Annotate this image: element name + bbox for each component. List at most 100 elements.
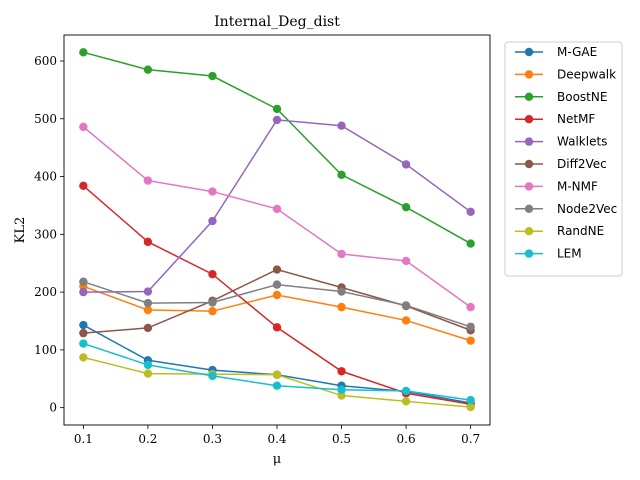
data-point-walklets <box>272 115 282 125</box>
legend-swatch-marker <box>524 47 534 57</box>
x-tick-label: 0.6 <box>397 432 416 446</box>
legend: M-GAE Deepwalk BoostNE NetMF Walklets Diff2Ve… <box>504 41 623 277</box>
data-point-m-gae <box>79 320 88 330</box>
legend-label: Diff2Vec <box>557 157 607 171</box>
data-point-walklets <box>466 207 475 216</box>
legend-label: Node2Vec <box>557 202 617 216</box>
legend-item: RandNE <box>515 224 604 238</box>
series-node2vec <box>79 277 475 331</box>
data-point-lem <box>79 339 88 348</box>
legend-item: BoostNE <box>515 90 607 104</box>
legend-item: Diff2Vec <box>515 157 607 171</box>
legend-swatch-marker <box>524 249 534 258</box>
series-line-boostne <box>83 51 472 245</box>
x-tick-label: 0.1 <box>74 432 93 446</box>
data-point-boostne <box>337 170 346 180</box>
y-axis: 0 100 200 300 400 500 600 <box>34 54 64 415</box>
legend-box <box>504 41 623 277</box>
legend-label: Deepwalk <box>557 67 616 81</box>
data-point-node2vec <box>208 298 217 307</box>
x-tick-label: 0.3 <box>203 432 222 446</box>
y-tick-label: 300 <box>34 227 57 241</box>
legend-item: Deepwalk <box>515 67 616 81</box>
legend-label: M-GAE <box>557 45 597 59</box>
series-deepwalk <box>79 282 475 345</box>
legend-item: NetMF <box>515 112 595 126</box>
data-point-m-nmf <box>79 122 88 132</box>
series-boostne <box>79 48 475 248</box>
legend-swatch-marker <box>524 182 534 191</box>
data-point-netmf <box>208 270 217 279</box>
data-point-walklets <box>401 160 411 169</box>
data-point-randne <box>79 353 88 362</box>
legend-label: RandNE <box>557 224 604 238</box>
data-point-deepwalk <box>337 302 346 312</box>
data-point-deepwalk <box>143 305 153 315</box>
data-point-node2vec <box>272 280 282 289</box>
legend-label: Walklets <box>557 135 607 149</box>
data-point-m-nmf <box>337 249 346 259</box>
x-axis: 0.1 0.2 0.3 0.4 0.5 0.6 0.7 <box>74 425 480 446</box>
legend-swatch-marker <box>524 137 534 146</box>
data-point-boostne <box>208 71 217 81</box>
series-lem <box>79 339 475 405</box>
legend-swatch-marker <box>524 115 534 124</box>
legend-item: Node2Vec <box>515 202 617 216</box>
data-point-netmf <box>143 237 153 247</box>
legend-label: LEM <box>557 247 582 261</box>
data-point-deepwalk <box>208 306 217 316</box>
x-tick-label: 0.7 <box>461 432 480 446</box>
plot-lines <box>79 48 475 412</box>
data-point-lem <box>401 386 411 396</box>
data-point-m-nmf <box>466 302 475 312</box>
legend-swatch-marker <box>524 92 534 102</box>
data-point-walklets <box>337 121 346 130</box>
y-tick-label: 200 <box>34 285 57 299</box>
legend-swatch-marker <box>524 70 534 79</box>
x-tick-label: 0.5 <box>332 432 351 446</box>
data-point-node2vec <box>401 301 411 310</box>
legend-swatch-marker <box>524 227 534 236</box>
data-point-boostne <box>79 48 88 57</box>
data-point-m-nmf <box>208 187 217 196</box>
series-m-nmf <box>79 122 475 312</box>
data-point-diff2vec <box>272 265 282 274</box>
data-point-lem <box>466 395 475 405</box>
series-walklets <box>79 115 475 297</box>
data-point-lem <box>272 381 282 390</box>
data-point-randne <box>337 391 346 400</box>
data-point-diff2vec <box>79 328 88 338</box>
legend-label: NetMF <box>557 112 595 126</box>
data-point-randne <box>466 402 475 412</box>
data-point-netmf <box>272 323 282 332</box>
y-axis-title: KL2 <box>13 217 28 244</box>
legend-label: BoostNE <box>557 90 607 104</box>
data-point-m-nmf <box>272 204 282 214</box>
data-point-node2vec <box>79 277 88 286</box>
data-point-deepwalk <box>272 290 282 300</box>
series-line-m-nmf <box>82 126 472 308</box>
x-axis-title: μ <box>273 452 281 467</box>
y-tick-label: 400 <box>34 170 57 184</box>
data-point-diff2vec <box>143 323 153 333</box>
legend-label: M-NMF <box>557 179 598 193</box>
data-point-node2vec <box>337 287 346 296</box>
data-point-boostne <box>143 65 153 74</box>
x-tick-label: 0.2 <box>138 432 157 446</box>
data-point-lem <box>143 360 153 370</box>
x-tick-label: 0.4 <box>267 432 286 446</box>
data-point-walklets <box>208 216 217 226</box>
series-randne <box>79 353 475 412</box>
data-point-netmf <box>337 367 346 376</box>
y-tick-label: 500 <box>34 112 57 126</box>
data-point-node2vec <box>143 298 153 308</box>
data-point-deepwalk <box>466 336 475 345</box>
y-tick-label: 0 <box>49 401 57 415</box>
data-point-boostne <box>272 104 282 114</box>
legend-item: LEM <box>515 247 582 261</box>
legend-item: M-GAE <box>515 45 597 59</box>
legend-swatch-marker <box>524 204 534 213</box>
legend-swatch-marker <box>524 159 534 169</box>
data-point-lem <box>208 371 217 381</box>
